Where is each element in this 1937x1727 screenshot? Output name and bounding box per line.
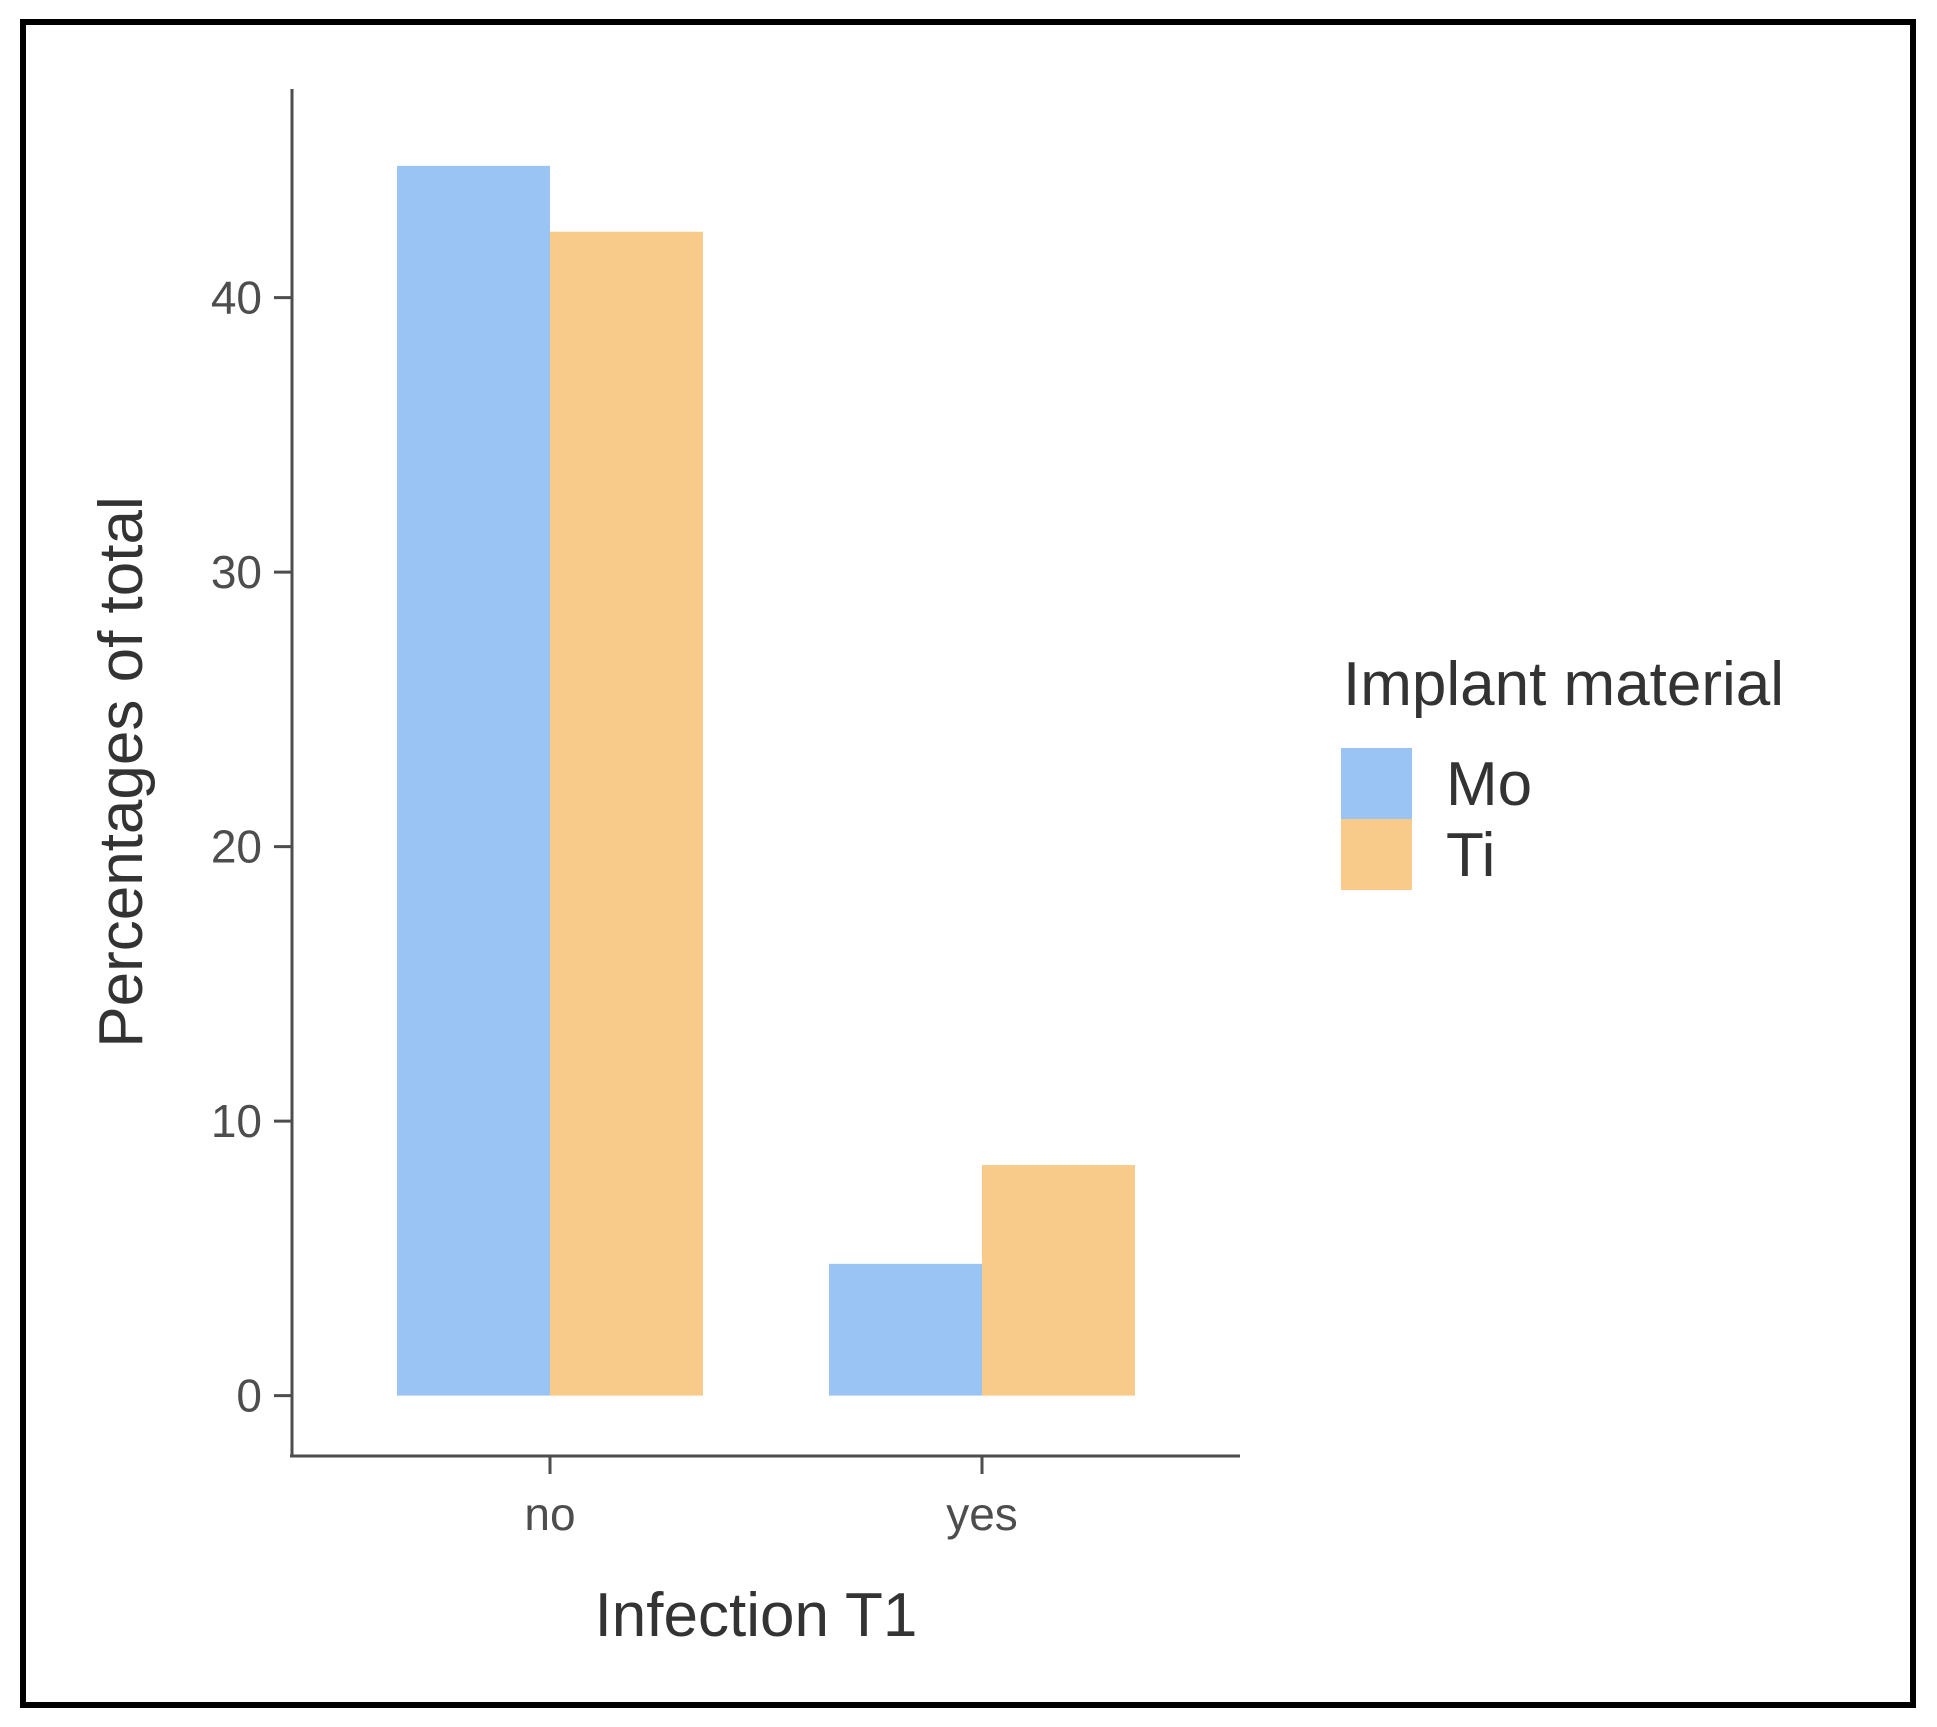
y-axis-title: Percentages of total [87,496,156,1047]
bar-ti-yes [982,1165,1135,1396]
legend-key-mo [1341,748,1412,819]
y-tick-label: 0 [236,1370,262,1422]
y-tick-label: 10 [211,1095,262,1147]
bar-mo-yes [829,1263,982,1396]
bar-mo-no [397,165,550,1396]
legend-label-mo: Mo [1446,750,1532,819]
bar-ti-no [550,231,703,1396]
y-tick-label: 30 [211,546,262,598]
x-ticks: no yes [524,1456,1018,1540]
legend-label-ti: Ti [1446,821,1495,890]
bars-layer [397,165,1135,1396]
figure-frame [20,19,1916,1708]
x-tick-label-yes: yes [946,1488,1018,1540]
x-axis-title: Infection T1 [595,1581,918,1650]
y-ticks: 0 10 20 30 40 [211,272,292,1422]
legend-key-ti [1341,819,1412,890]
legend-title: Implant material [1343,650,1784,719]
y-tick-label: 20 [211,821,262,873]
y-tick-label: 40 [211,272,262,324]
x-tick-label-no: no [524,1488,575,1540]
